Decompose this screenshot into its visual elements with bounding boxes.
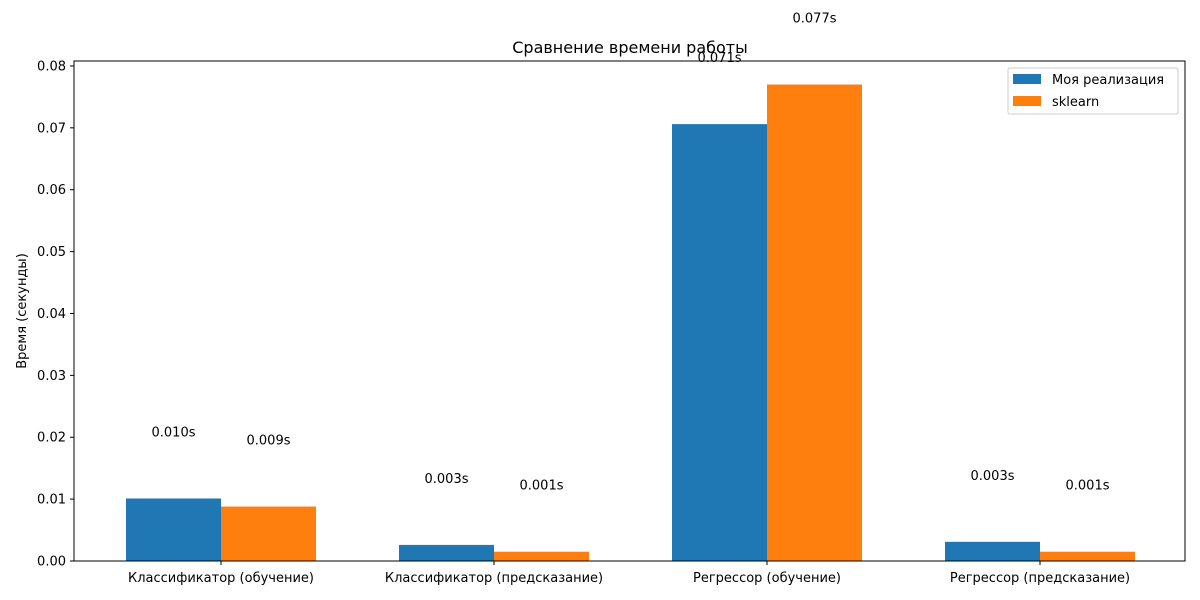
legend-swatch-my-implementation xyxy=(1013,74,1041,84)
legend-swatch-sklearn xyxy=(1013,96,1041,106)
bar-series-1-category-3 xyxy=(1040,551,1135,561)
y-tick-label: 0.05 xyxy=(37,245,66,260)
y-axis: 0.00 0.01 0.02 0.03 0.04 0.05 0.06 0.07 0.08 xyxy=(37,59,74,570)
x-axis: Классификатор (обучение) Классификатор (п… xyxy=(128,561,1130,586)
y-tick-label: 0.08 xyxy=(37,59,66,74)
bar-series-1-category-2 xyxy=(767,84,862,561)
y-tick-label: 0.03 xyxy=(37,369,66,384)
y-tick-label: 0.06 xyxy=(37,183,66,198)
x-tick-label: Регрессор (обучение) xyxy=(693,571,841,586)
y-tick-label: 0.01 xyxy=(37,493,66,508)
legend-label-sklearn: sklearn xyxy=(1052,95,1099,110)
x-tick-label: Регрессор (предсказание) xyxy=(950,571,1130,586)
value-label-series-1-category-2: 0.077s xyxy=(793,12,837,27)
y-tick-label: 0.04 xyxy=(37,307,66,322)
y-tick-label: 0.07 xyxy=(37,121,66,136)
value-label-series-1-category-3: 0.001s xyxy=(1066,479,1110,494)
chart-title: Сравнение времени работы xyxy=(512,38,748,57)
legend: Моя реализация sklearn xyxy=(1007,67,1179,115)
bar-series-0-category-3 xyxy=(945,541,1040,561)
x-tick-label: Классификатор (обучение) xyxy=(128,571,314,586)
value-label-series-0-category-1: 0.003s xyxy=(425,472,469,487)
y-tick-label: 0.02 xyxy=(37,431,66,446)
value-label-series-0-category-0: 0.010s xyxy=(152,426,196,441)
value-label-series-1-category-1: 0.001s xyxy=(520,479,564,494)
bar-series-0-category-0 xyxy=(126,498,221,561)
plot-frame xyxy=(73,60,1186,562)
y-axis-label: Время (секунды) xyxy=(15,253,30,369)
bars-layer xyxy=(126,84,1135,562)
value-label-series-1-category-0: 0.009s xyxy=(247,434,291,449)
bar-series-0-category-2 xyxy=(672,124,767,562)
bar-series-0-category-1 xyxy=(399,544,494,561)
x-tick-label: Классификатор (предсказание) xyxy=(385,571,603,586)
legend-label-my-implementation: Моя реализация xyxy=(1052,73,1164,88)
y-tick-label: 0.00 xyxy=(37,555,66,570)
bar-series-1-category-0 xyxy=(221,506,316,561)
value-labels-layer: 0.010s 0.003s 0.071s 0.003s 0.009s 0.001s 0.07… xyxy=(152,12,1110,494)
bar-series-1-category-1 xyxy=(494,551,589,561)
value-label-series-0-category-3: 0.003s xyxy=(971,469,1015,484)
legend-box xyxy=(1007,67,1179,115)
value-label-series-0-category-2: 0.071s xyxy=(698,51,742,66)
